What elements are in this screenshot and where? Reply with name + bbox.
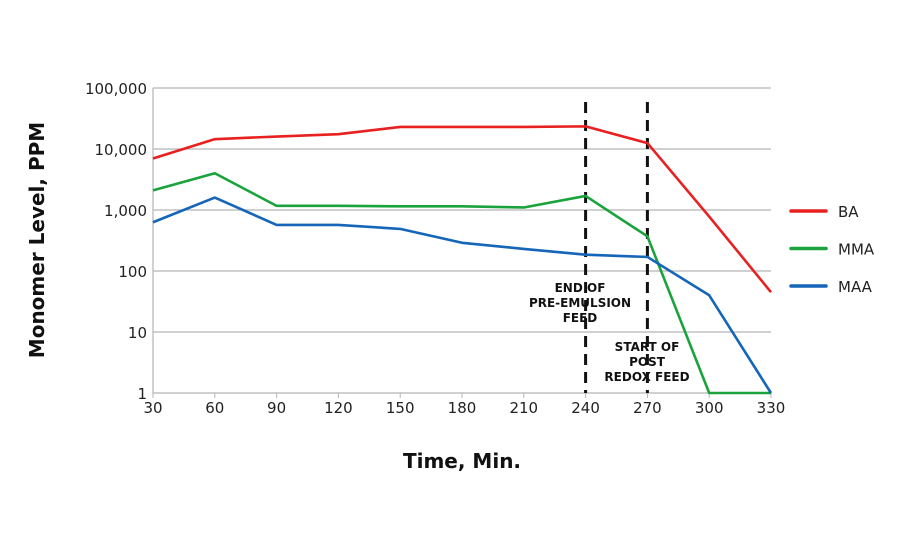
x-tick-label: 90 [267,399,286,417]
y-tick-label: 10 [128,324,147,342]
y-tick-label: 100 [118,263,147,281]
legend-label: BA [838,203,859,221]
legend-label: MMA [838,241,875,259]
x-tick-label: 180 [448,399,477,417]
series-line-ba [152,125,773,293]
x-tick-label: 150 [386,399,415,417]
annotation-text: FEED [563,311,598,325]
x-tick-label: 300 [695,399,724,417]
legend-label: MAA [838,278,873,296]
x-tick-label: 210 [509,399,538,417]
x-tick-label: 30 [143,399,162,417]
x-tick-label: 240 [571,399,600,417]
y-tick-label: 1,000 [104,202,147,220]
series-line-mma [152,171,771,395]
annotation-text: START OF [615,340,680,354]
annotation-text: PRE-EMULSION [529,296,631,310]
x-tick-label: 330 [757,399,786,417]
annotation-text: POST [629,355,666,369]
x-tick-label: 60 [205,399,224,417]
annotation-text: REDOX FEED [604,370,689,384]
annotation-text: END OF [555,281,606,295]
y-tick-label: 10,000 [95,141,148,159]
series-line-maa [152,196,773,394]
x-axis-title: Time, Min. [403,449,521,473]
x-tick-label: 270 [633,399,662,417]
y-tick-label: 100,000 [85,80,147,98]
y-tick-label: 1 [137,385,147,403]
y-axis-title: Monomer Level, PPM [25,122,49,358]
x-tick-label: 120 [324,399,353,417]
